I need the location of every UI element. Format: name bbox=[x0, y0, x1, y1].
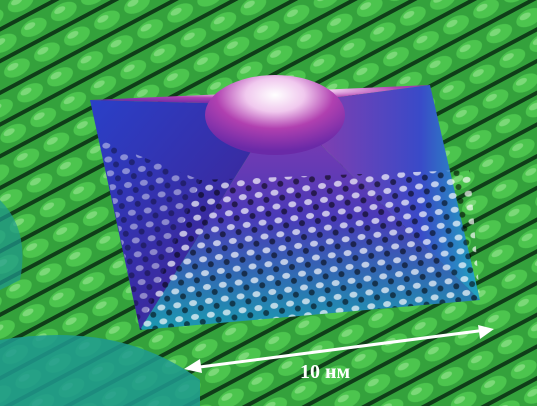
pyramid bbox=[90, 75, 480, 330]
scale-label: 10 нм bbox=[300, 361, 350, 383]
page: {"image": {"scale_label": "10 нм"}} bbox=[0, 0, 537, 406]
apex bbox=[205, 75, 345, 155]
stm-image: 10 нм bbox=[0, 0, 537, 406]
